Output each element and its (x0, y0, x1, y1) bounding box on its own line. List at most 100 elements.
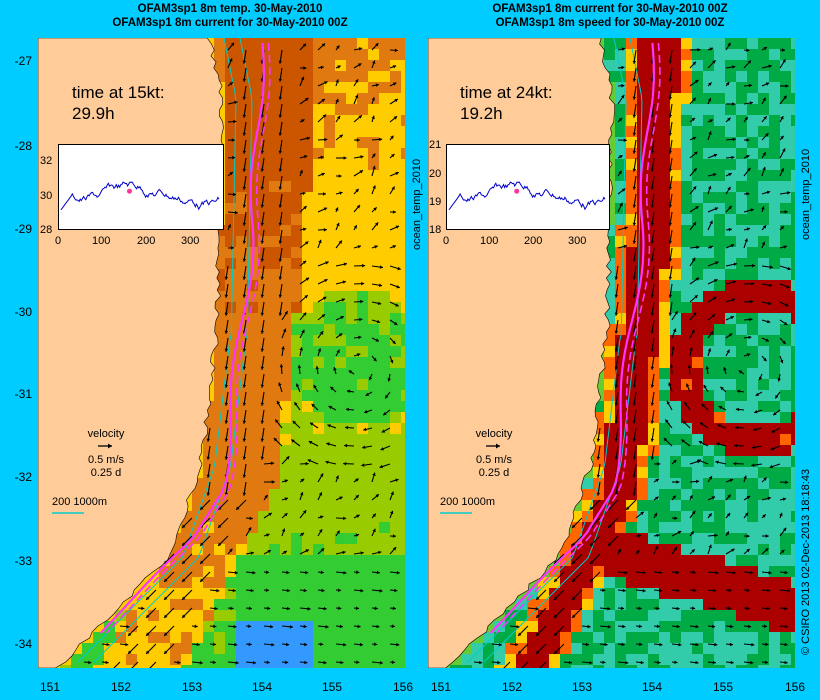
field-cell (725, 60, 736, 71)
field-cell (604, 467, 615, 478)
velocity-arrowhead (753, 427, 757, 432)
field-cell (236, 621, 247, 632)
field-cell (714, 423, 725, 434)
field-cell (604, 654, 615, 665)
velocity-arrowhead (607, 625, 611, 629)
lon-tick-label: 151 (430, 680, 452, 694)
depth-scale-line (440, 512, 472, 514)
field-cell (626, 280, 637, 291)
field-cell (324, 71, 335, 82)
field-cell (302, 588, 313, 599)
field-cell (269, 82, 280, 93)
velocity-arrowhead (371, 115, 375, 120)
velocity-arrowhead (300, 76, 305, 81)
velocity-arrowhead (355, 478, 359, 482)
field-cell (637, 49, 648, 60)
field-cell (626, 423, 637, 434)
field-cell (637, 335, 648, 346)
field-cell (225, 533, 236, 544)
field-cell (236, 60, 247, 71)
velocity-arrowhead (200, 560, 204, 564)
field-cell (379, 665, 390, 668)
field-cell (725, 588, 736, 599)
field-cell (692, 357, 703, 368)
field-cell (615, 49, 626, 60)
field-cell (302, 247, 313, 258)
velocity-arrowhead (650, 258, 655, 262)
velocity-arrowhead (692, 312, 697, 316)
field-cell (769, 225, 780, 236)
field-cell (181, 588, 192, 599)
field-cell (747, 379, 758, 390)
field-cell (357, 192, 368, 203)
field-cell (780, 610, 791, 621)
velocity-arrowhead (301, 329, 305, 334)
field-cell (626, 148, 637, 159)
field-cell (560, 665, 571, 668)
field-cell (494, 643, 505, 654)
field-cell (703, 82, 714, 93)
velocity-arrowhead (182, 614, 186, 618)
field-cell (313, 401, 324, 412)
field-cell (692, 533, 703, 544)
inset-y-tick-32: 32 (40, 155, 53, 167)
field-cell (637, 357, 648, 368)
field-cell (280, 38, 291, 49)
field-cell (747, 665, 758, 668)
velocity-arrowhead (668, 294, 673, 298)
velocity-arrowhead (693, 168, 697, 172)
field-cell (582, 654, 593, 665)
field-cell (637, 291, 648, 302)
field-cell (615, 368, 626, 379)
field-cell (703, 181, 714, 192)
velocity-arrowhead (777, 378, 781, 382)
field-cell (626, 390, 637, 401)
field-cell (247, 313, 258, 324)
field-cell (302, 346, 313, 357)
field-cell (791, 665, 795, 668)
field-cell (714, 412, 725, 423)
field-cell (324, 500, 335, 511)
velocity-arrowhead (717, 424, 721, 428)
velocity-arrowhead (768, 570, 772, 575)
depth-scale-label: 200 1000m (52, 496, 108, 508)
field-cell (714, 203, 725, 214)
velocity-arrowhead (227, 224, 231, 228)
field-cell (170, 643, 181, 654)
field-cell (747, 632, 758, 643)
velocity-arrowhead (216, 588, 220, 593)
velocity-arrowhead (727, 42, 731, 47)
field-cell (357, 357, 368, 368)
field-cell (736, 456, 747, 467)
field-cell (725, 71, 736, 82)
field-cell (236, 500, 247, 511)
field-cell (379, 335, 390, 346)
field-cell (670, 390, 681, 401)
field-cell (692, 423, 703, 434)
velocity-arrowhead (692, 186, 697, 190)
field-cell (280, 379, 291, 390)
field-cell (769, 357, 780, 368)
velocity-arrowhead (213, 624, 217, 629)
field-cell (379, 533, 390, 544)
field-cell (258, 478, 269, 489)
field-cell (335, 269, 346, 280)
field-cell (335, 500, 346, 511)
velocity-arrowhead (356, 514, 360, 518)
velocity-arrowhead (787, 588, 791, 593)
field-cell (401, 632, 405, 643)
field-cell (357, 170, 368, 181)
velocity-arrowhead (536, 650, 540, 654)
field-cell (390, 159, 401, 170)
velocity-arrowhead (554, 614, 558, 618)
field-cell (791, 49, 795, 60)
velocity-arrowhead (378, 550, 382, 555)
field-cell (681, 324, 692, 335)
field-cell (280, 203, 291, 214)
field-cell (291, 555, 302, 566)
field-cell (725, 82, 736, 93)
field-cell (324, 258, 335, 269)
field-cell (714, 346, 725, 357)
field-cell (324, 467, 335, 478)
field-cell (703, 533, 714, 544)
